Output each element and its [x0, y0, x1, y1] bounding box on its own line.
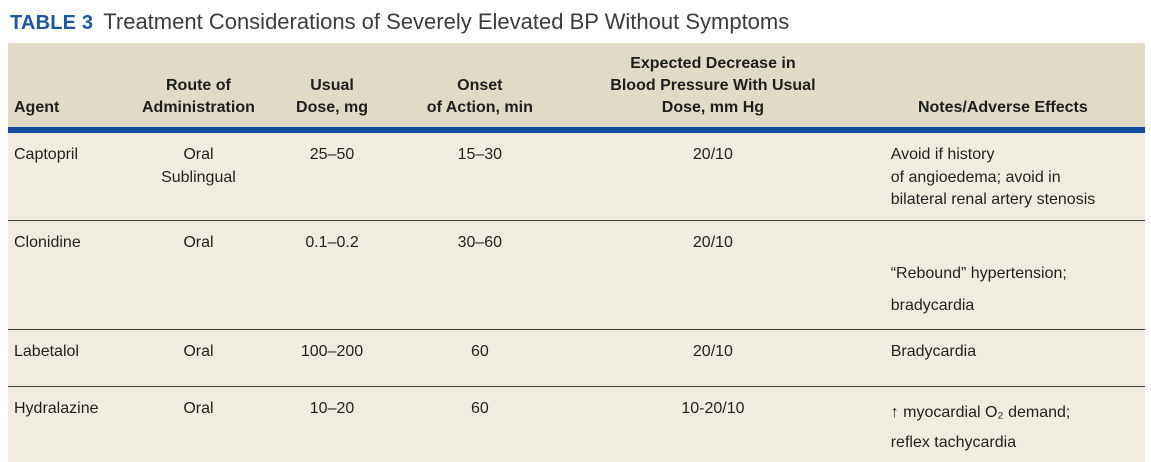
table-row: Hydralazine Oral 10–20 60 10-20/10 ↑ myo…: [8, 386, 1145, 462]
cell-agent: Labetalol: [8, 329, 128, 387]
cell-onset: 60: [394, 386, 566, 462]
cell-agent: Hydralazine: [8, 386, 128, 462]
cell-agent: Clonidine: [8, 220, 128, 330]
cell-agent: Captopril: [8, 130, 128, 221]
cell-route: Oral: [127, 329, 270, 387]
column-header-onset: Onset of Action, min: [394, 43, 566, 131]
cell-onset: 60: [394, 329, 566, 387]
cell-bp: 20/10: [565, 329, 861, 387]
header-row: Agent Route of Administration Usual Dose…: [8, 43, 1145, 131]
cell-bp: 10-20/10: [565, 386, 861, 462]
cell-bp: 20/10: [565, 220, 861, 330]
column-header-route: Route of Administration: [127, 43, 270, 131]
treatment-table: Agent Route of Administration Usual Dose…: [8, 43, 1145, 462]
column-header-dose: Usual Dose, mg: [269, 43, 395, 131]
cell-onset: 15–30: [394, 130, 566, 221]
table-row: Labetalol Oral 100–200 60 20/10 Bradycar…: [8, 329, 1145, 387]
column-header-notes: Notes/Adverse Effects: [860, 43, 1145, 131]
table-title: Treatment Considerations of Severely Ele…: [103, 9, 790, 34]
cell-route: Oral: [127, 386, 270, 462]
cell-onset: 30–60: [394, 220, 566, 330]
cell-bp: 20/10: [565, 130, 861, 221]
column-header-agent: Agent: [8, 43, 128, 131]
table-row: Captopril Oral Sublingual 25–50 15–30 20…: [8, 130, 1145, 221]
cell-notes: Avoid if history of angioedema; avoid in…: [860, 130, 1145, 221]
cell-notes: Bradycardia: [860, 329, 1145, 387]
cell-dose: 25–50: [269, 130, 395, 221]
table-body: Captopril Oral Sublingual 25–50 15–30 20…: [8, 130, 1145, 462]
column-header-bp: Expected Decrease in Blood Pressure With…: [565, 43, 861, 131]
cell-dose: 10–20: [269, 386, 395, 462]
table-row: Clonidine Oral 0.1–0.2 30–60 20/10 “Rebo…: [8, 220, 1145, 330]
cell-route: Oral: [127, 220, 270, 330]
cell-route: Oral Sublingual: [127, 130, 270, 221]
table-caption: TABLE 3 Treatment Considerations of Sever…: [0, 0, 1151, 43]
table-number-label: TABLE 3: [10, 12, 94, 34]
cell-dose: 0.1–0.2: [269, 220, 395, 330]
cell-notes: “Rebound” hypertension; bradycardia: [860, 220, 1145, 330]
table-header: Agent Route of Administration Usual Dose…: [8, 43, 1145, 131]
cell-notes: ↑ myocardial O₂ demand; reflex tachycard…: [860, 386, 1145, 462]
cell-dose: 100–200: [269, 329, 395, 387]
